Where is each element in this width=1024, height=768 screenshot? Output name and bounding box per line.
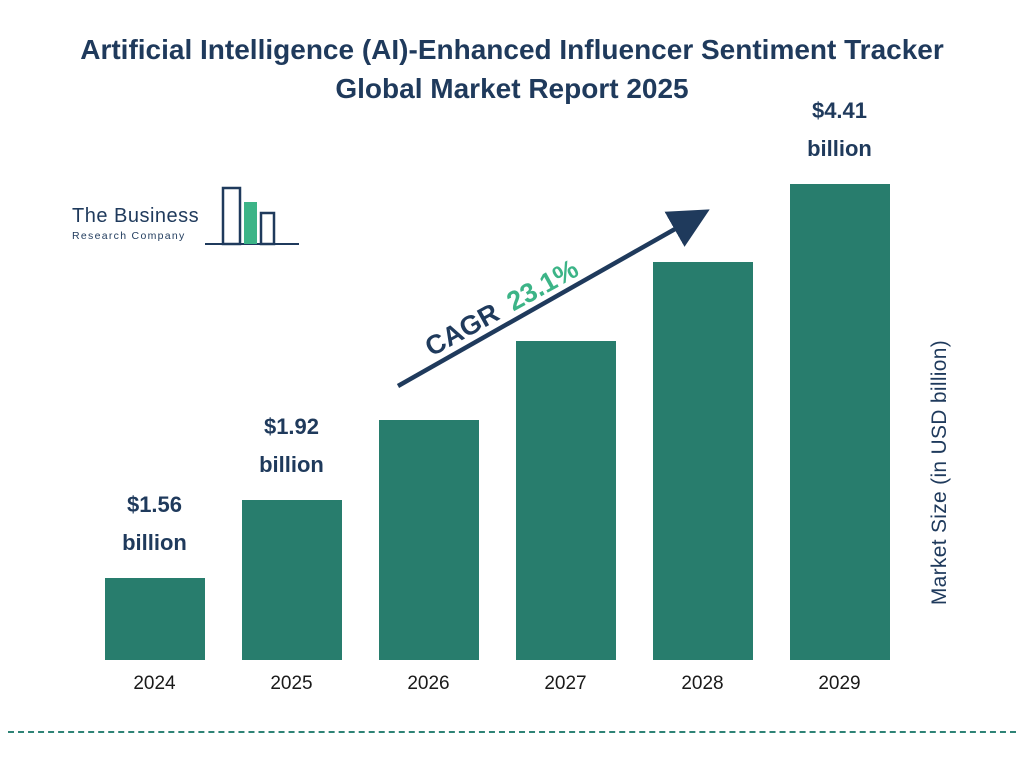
bar-column: 2027 [497,92,634,698]
bars-row: $1.56 billion 2024 $1.92 billion 2025 2026 2027… [86,92,908,698]
x-axis-label: 2027 [544,673,587,694]
x-axis-label: 2024 [133,673,176,694]
bar-chart-logo-icon [205,186,300,246]
bar [515,341,616,660]
bar [104,578,205,660]
bar-value-label: $1.56 billion [122,492,187,555]
bar-column: 2026 [360,92,497,698]
bar-column: $1.56 billion 2024 [86,92,223,698]
logo-company-name: The Business [72,205,200,227]
x-axis-label: 2025 [270,673,313,694]
bar [378,420,479,660]
bar-value-label: $4.41 billion [807,98,872,161]
bottom-dashed-divider [8,731,1016,733]
bar [789,184,890,661]
bar-column: $4.41 billion 2029 [771,92,908,698]
bar [652,262,753,660]
x-axis-label: 2028 [681,673,724,694]
logo-company-subname: Research Company [72,230,186,242]
x-axis-label: 2026 [407,673,450,694]
bar [241,500,342,660]
bar-column: 2028 [634,92,771,698]
logo-text: The Business Research Company [72,205,199,242]
x-axis-label: 2029 [818,673,861,695]
logo: The Business Research Company [72,186,303,250]
bar-column: $1.92 billion 2025 [223,92,360,698]
bar-value-label: $1.92 billion [259,414,324,477]
page-title: Artificial Intelligence (AI)-Enhanced In… [80,34,944,104]
y-axis-title: Market Size (in USD billion) [928,340,951,606]
